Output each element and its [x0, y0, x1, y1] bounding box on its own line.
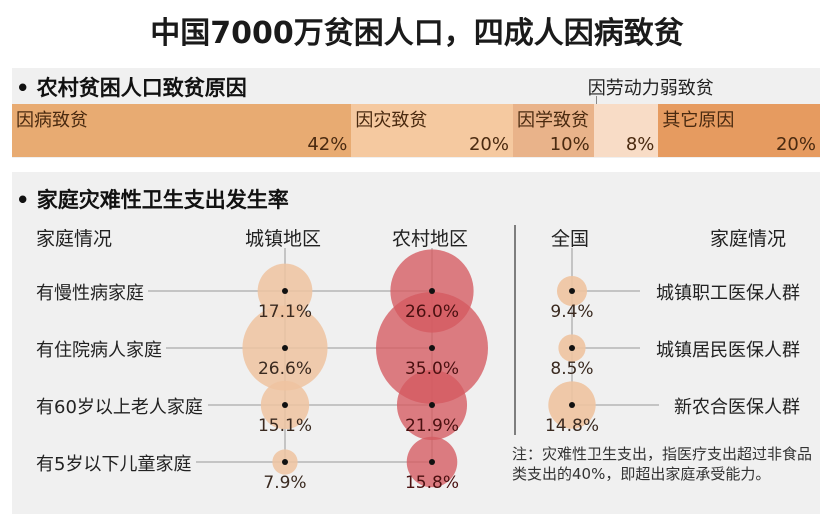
- row-label: 有慢性病家庭: [36, 283, 144, 304]
- bubble-value-label: 21.9%: [405, 416, 459, 436]
- column-header-rural: 农村地区: [392, 228, 469, 250]
- column-header-national: 全国: [551, 228, 590, 250]
- bubble-value-label: 35.0%: [405, 359, 459, 379]
- row-label-right: 城镇职工医保人群: [656, 283, 800, 304]
- bubble-center-dot: [429, 288, 435, 294]
- bubble-center-dot: [282, 459, 288, 465]
- poverty-causes-title: • 农村贫困人口致贫原因: [16, 76, 247, 100]
- bubble-center-dot: [569, 402, 575, 408]
- bubble-value-label: 7.9%: [263, 473, 306, 493]
- segment-value: 10%: [549, 134, 590, 155]
- row-header-right: 家庭情况: [710, 228, 787, 250]
- bubble-center-dot: [429, 459, 435, 465]
- bubble-center-dot: [282, 288, 288, 294]
- segment-label: 因病致贫: [16, 110, 88, 131]
- segment-value: 20%: [775, 134, 816, 155]
- health-expense-title: • 家庭灾难性卫生支出发生率: [16, 188, 289, 212]
- row-header-left: 家庭情况: [36, 228, 113, 250]
- bubble-value-label: 14.8%: [545, 416, 599, 436]
- bubble-center-dot: [569, 288, 575, 294]
- row-label-right: 新农合医保人群: [674, 397, 800, 418]
- bubble-value-label: 15.1%: [258, 416, 312, 436]
- bar-segment: 因劳动力弱致贫 8%: [588, 78, 714, 157]
- bar-segment: 因灾致贫 20%: [351, 104, 513, 157]
- segment-value: 20%: [468, 134, 509, 155]
- footnote: 注：灾难性卫生支出，指医疗支出超过非食品类支出的40%，即超出家庭承受能力。: [512, 445, 813, 483]
- segment-label: 因劳动力弱致贫: [587, 78, 714, 99]
- bubble-value-label: 17.1%: [258, 302, 312, 322]
- page-title: 中国7000万贫困人口，四成人因病致贫: [150, 16, 684, 51]
- row-label: 有5岁以下儿童家庭: [36, 454, 192, 475]
- bubble-value-label: 26.6%: [258, 359, 312, 379]
- bubble-value-label: 8.5%: [550, 359, 593, 379]
- bar-segment: 因学致贫 10%: [512, 104, 594, 157]
- bar-segment: 其它原因 20%: [658, 104, 820, 157]
- bubble-value-label: 26.0%: [405, 302, 459, 322]
- segment-label: 其它原因: [662, 110, 735, 131]
- segment-value: 42%: [307, 134, 348, 155]
- segment-label: 因灾致贫: [355, 110, 428, 131]
- bar-segment: 因病致贫 42%: [12, 104, 352, 157]
- bubble-center-dot: [429, 345, 435, 351]
- bubble-center-dot: [569, 345, 575, 351]
- bubble-center-dot: [429, 402, 435, 408]
- bubble-value-label: 15.8%: [405, 473, 459, 493]
- segment-value: 8%: [625, 134, 655, 155]
- row-label: 有60岁以上老人家庭: [36, 397, 203, 418]
- bubble-center-dot: [282, 345, 288, 351]
- row-label: 有住院病人家庭: [36, 340, 162, 361]
- bubble-value-label: 9.4%: [550, 302, 593, 322]
- segment-label: 因学致贫: [516, 110, 589, 131]
- bubble-center-dot: [282, 402, 288, 408]
- row-label-right: 城镇居民医保人群: [656, 340, 800, 361]
- column-header-urban: 城镇地区: [245, 228, 322, 250]
